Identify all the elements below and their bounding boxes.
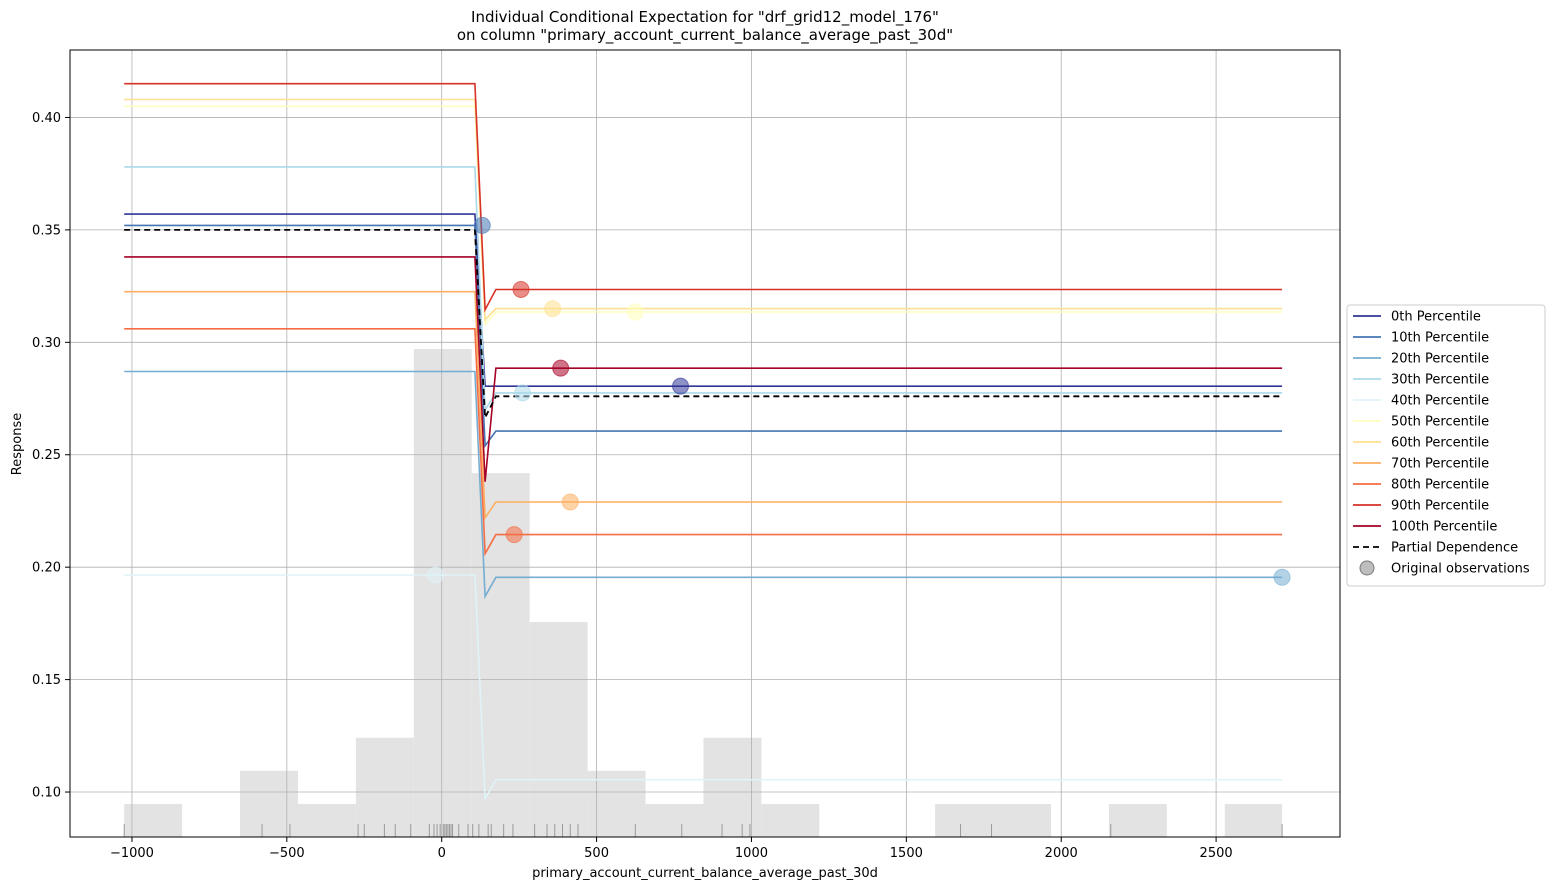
observation-point (626, 303, 644, 321)
legend-label: Partial Dependence (1391, 541, 1518, 556)
x-tick-label: 1500 (890, 846, 923, 861)
series-line (124, 213, 1283, 388)
histogram-bar (935, 803, 1051, 837)
x-tick-label: 2000 (1045, 846, 1078, 861)
legend-label: 20th Percentile (1391, 352, 1489, 367)
legend-label: Original observations (1391, 562, 1530, 577)
y-tick-label: 0.25 (32, 448, 61, 463)
x-tick-label: 1000 (735, 846, 768, 861)
plot-area: −1000 −500 0 500 1000 1500 2000 2500 0.10 0.15 0.2… (32, 49, 1341, 861)
observation-point (514, 384, 532, 402)
observation-point (544, 300, 562, 318)
series-line (124, 228, 1283, 422)
y-tick-label: 0.10 (32, 786, 61, 801)
y-tick-label: 0.20 (32, 561, 61, 576)
histogram-bar (124, 803, 183, 837)
series-line (124, 82, 1283, 313)
observation-point (561, 493, 579, 511)
legend-label: 50th Percentile (1391, 415, 1489, 430)
x-tick-label: −500 (269, 846, 305, 861)
y-axis-label: Response (10, 413, 25, 475)
observation-point (505, 526, 523, 544)
legend: 0th Percentile 10th Percentile 20th Percen… (1346, 304, 1546, 587)
series-line (124, 327, 1283, 557)
series-line (124, 574, 1283, 802)
chart-title: Individual Conditional Expectation for "… (471, 8, 939, 27)
x-axis-label: primary_account_current_balance_average_… (532, 866, 878, 881)
histogram-bar (297, 803, 356, 837)
observation-point (427, 566, 445, 584)
legend-label: 90th Percentile (1391, 499, 1489, 514)
legend-label: 0th Percentile (1391, 310, 1481, 325)
y-tick-label: 0.30 (32, 336, 61, 351)
histogram-bar (587, 770, 646, 837)
legend-label: 30th Percentile (1391, 373, 1489, 388)
series-line (124, 370, 1283, 600)
series-line (124, 290, 1283, 521)
legend-label: 60th Percentile (1391, 436, 1489, 451)
x-tick-label: 500 (584, 846, 609, 861)
series-line (124, 98, 1283, 322)
histogram-bar (761, 803, 820, 837)
legend-observation-swatch (1359, 560, 1375, 576)
histogram-bar (529, 621, 588, 837)
legend-label: 40th Percentile (1391, 394, 1489, 409)
legend-label: 10th Percentile (1391, 331, 1489, 346)
series-line (124, 256, 1283, 482)
legend-label: 80th Percentile (1391, 478, 1489, 493)
histogram-bar (471, 473, 530, 837)
histogram-bar (240, 770, 298, 837)
legend-box (1346, 304, 1546, 587)
observation-point (1273, 568, 1291, 586)
observation-point (552, 359, 570, 377)
axes-frame (69, 49, 1341, 838)
chart-subtitle: on column "primary_account_current_balan… (457, 26, 953, 45)
histogram-bar (1108, 803, 1167, 837)
series-line (124, 224, 1283, 448)
y-tick-label: 0.15 (32, 673, 61, 688)
histogram-bar (703, 737, 762, 837)
y-tick-label: 0.40 (32, 111, 61, 126)
legend-label: 70th Percentile (1391, 457, 1489, 472)
legend-label: 100th Percentile (1391, 520, 1497, 535)
y-tick-label: 0.35 (32, 223, 61, 238)
series-line (124, 105, 1283, 327)
x-tick-label: 0 (438, 846, 446, 861)
histogram-bar (1224, 803, 1283, 837)
observation-point (473, 216, 491, 234)
x-tick-label: −1000 (110, 846, 154, 861)
histogram-bar (355, 737, 414, 837)
x-tick-label: 2500 (1200, 846, 1233, 861)
histogram-bar (413, 349, 472, 837)
histogram-bar (645, 803, 704, 837)
observation-point (512, 280, 530, 298)
observation-point (672, 377, 690, 395)
